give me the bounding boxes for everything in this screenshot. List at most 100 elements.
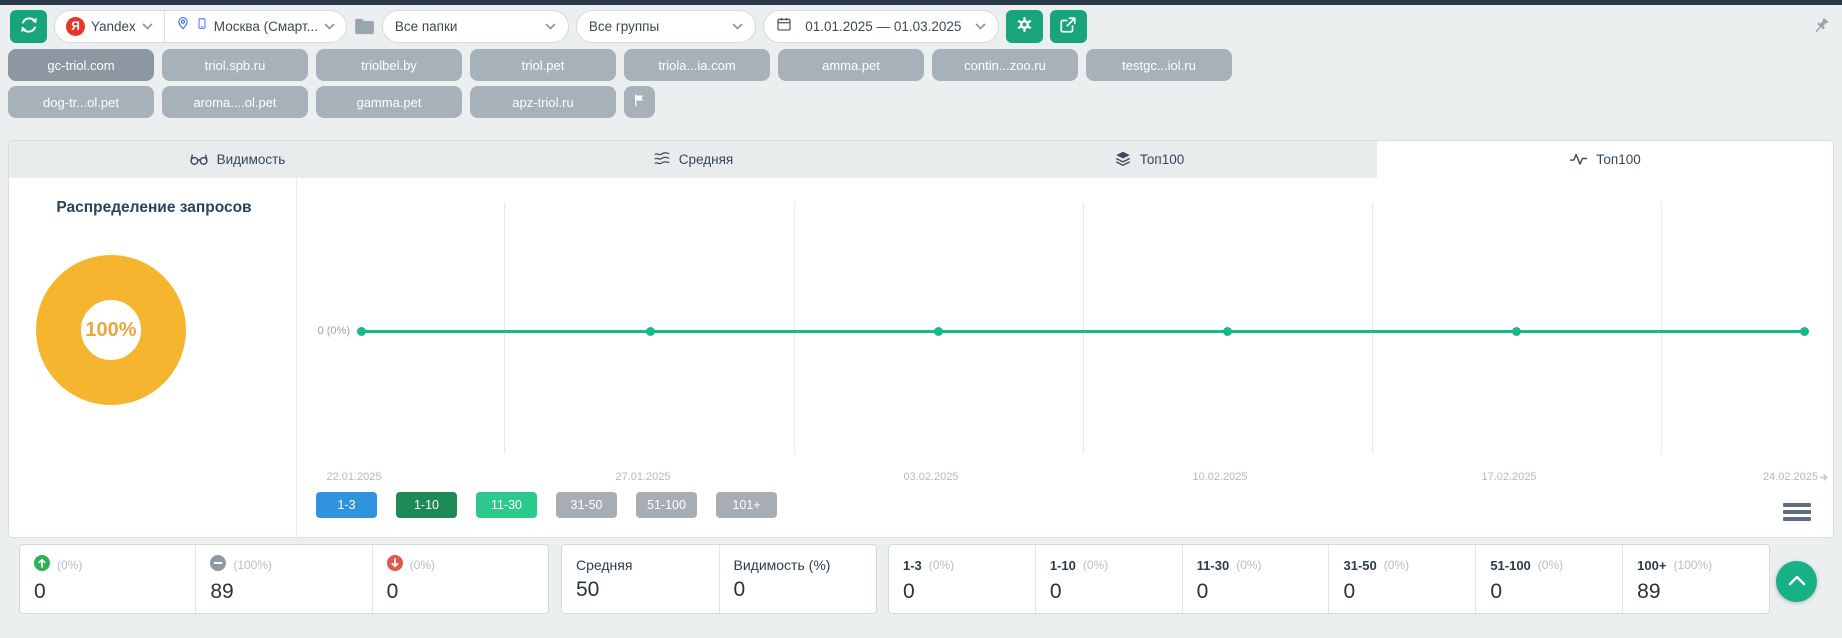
stat-label: 11-30 bbox=[1196, 557, 1230, 573]
stat-value: 0 bbox=[1049, 580, 1062, 603]
divider bbox=[163, 10, 165, 42]
toolbar: Я Yandex Москва (Смарт... Все папки Все … bbox=[10, 9, 1832, 43]
tab-label: Топ100 bbox=[1139, 152, 1185, 167]
stat-value: 0 bbox=[1196, 580, 1209, 603]
groups-select[interactable]: Все группы bbox=[575, 9, 756, 43]
export-button[interactable] bbox=[1049, 9, 1087, 43]
x-axis-label: 17.02.2025 bbox=[1481, 471, 1537, 483]
stat-cell-average: Средняя 50 bbox=[562, 545, 719, 613]
site-tab-testgc-iol-ru[interactable]: testgc...iol.ru bbox=[1086, 49, 1232, 81]
donut-chart-title: Распределение запросов bbox=[56, 199, 252, 216]
stat-cell-visibility: Видимость (%) 0 bbox=[718, 545, 877, 613]
legend-button-1-3[interactable]: 1-3 bbox=[316, 492, 377, 518]
stat-value: 0 bbox=[34, 580, 46, 603]
search-engine-select[interactable]: Я Yandex bbox=[55, 11, 164, 42]
tab-label: Топ100 bbox=[1596, 152, 1641, 167]
minus-circle-icon bbox=[210, 554, 227, 576]
stat-value: 0 bbox=[386, 580, 399, 603]
flag-button[interactable] bbox=[624, 86, 655, 118]
refresh-button[interactable] bbox=[10, 9, 47, 43]
stat-percent: (0%) bbox=[928, 558, 955, 572]
site-tab-dog-tr-ol-pet[interactable]: dog-tr...ol.pet bbox=[8, 86, 154, 118]
stat-cell-1-3: 1-3 (0%) 0 bbox=[889, 545, 1035, 613]
site-tab-triol-spb-ru[interactable]: triol.spb.ru bbox=[162, 49, 308, 81]
legend-button-1-10[interactable]: 1-10 bbox=[396, 492, 457, 518]
stat-label: 51-100 bbox=[1490, 557, 1531, 573]
search-engine-value: Yandex bbox=[91, 18, 136, 34]
stat-value: 0 bbox=[903, 580, 915, 603]
folders-value: Все папки bbox=[394, 18, 458, 34]
stat-value: 50 bbox=[576, 578, 600, 601]
x-axis-label: 24.02.2025 bbox=[1763, 471, 1829, 483]
data-point bbox=[1800, 327, 1809, 336]
site-tab-apz-triol-ru[interactable]: apz-triol.ru bbox=[470, 86, 616, 118]
stat-label: Видимость (%) bbox=[733, 557, 831, 573]
stat-label: 1-3 bbox=[903, 557, 922, 573]
chart-legend: 1-3 1-10 11-30 31-50 51-100 101+ bbox=[316, 492, 777, 518]
chart-menu-button[interactable] bbox=[1783, 503, 1811, 521]
stat-percent: (0%) bbox=[57, 558, 83, 572]
line-chart: 0 (0%) 22.01.2025 27.01.2025 03.02.2025 … bbox=[296, 178, 1833, 537]
legend-button-11-30[interactable]: 11-30 bbox=[476, 492, 537, 518]
chevron-down-icon bbox=[732, 22, 743, 30]
axis-arrow-icon bbox=[1820, 473, 1828, 481]
tab-average[interactable]: Средняя bbox=[465, 141, 921, 178]
site-tab-triolbel-by[interactable]: triolbel.by bbox=[316, 49, 462, 81]
site-tab-triol-pet[interactable]: triol.pet bbox=[470, 49, 616, 81]
data-point bbox=[1223, 327, 1232, 336]
layers-icon bbox=[1114, 150, 1132, 170]
folders-select[interactable]: Все папки bbox=[381, 9, 569, 43]
scroll-top-button[interactable] bbox=[1776, 561, 1817, 602]
tab-top100-chart[interactable]: Топ100 bbox=[1377, 141, 1833, 178]
chevron-down-icon bbox=[975, 22, 986, 30]
site-tab-gc-triol-com[interactable]: gc-triol.com bbox=[8, 49, 154, 81]
stat-cell-51-100: 51-100 (0%) 0 bbox=[1475, 545, 1622, 613]
gear-icon bbox=[1015, 15, 1034, 37]
tab-visibility[interactable]: Видимость bbox=[9, 141, 465, 178]
top-ranges-stats-card: 1-3 (0%) 0 1-10 (0%) 0 11-30 (0%) 0 31-5… bbox=[888, 544, 1770, 614]
stat-percent: (0%) bbox=[1537, 558, 1564, 572]
stat-cell-down: (0%) 0 bbox=[371, 545, 548, 613]
date-range-select[interactable]: 01.01.2025 — 01.03.2025 bbox=[762, 9, 999, 43]
averages-stats-card: Средняя 50 Видимость (%) 0 bbox=[561, 544, 877, 614]
stat-percent: (0%) bbox=[409, 558, 435, 572]
pushpin-icon[interactable] bbox=[1810, 15, 1832, 37]
data-point bbox=[1512, 327, 1521, 336]
stat-label: 31-50 bbox=[1343, 557, 1377, 573]
yandex-icon: Я bbox=[66, 16, 85, 36]
stat-percent: (0%) bbox=[1082, 558, 1109, 572]
stat-value: 0 bbox=[1343, 580, 1356, 603]
data-point bbox=[357, 327, 366, 336]
site-tab-gamma-pet[interactable]: gamma.pet bbox=[316, 86, 462, 118]
tab-top100-layers[interactable]: Топ100 bbox=[921, 141, 1377, 178]
calendar-icon bbox=[776, 16, 792, 37]
legend-button-31-50[interactable]: 31-50 bbox=[556, 492, 617, 518]
stat-cell-11-30: 11-30 (0%) 0 bbox=[1181, 545, 1329, 613]
location-pin-icon bbox=[176, 15, 190, 37]
region-select[interactable]: Москва (Смарт... bbox=[165, 11, 346, 42]
folder-icon bbox=[354, 18, 375, 35]
stat-cell-same: (100%) 89 bbox=[195, 545, 371, 613]
site-tab-triola-ia-com[interactable]: triola...ia.com bbox=[624, 49, 770, 81]
site-tabs-row2: dog-tr...ol.pet aroma....ol.pet gamma.pe… bbox=[8, 86, 655, 118]
stat-label: 100+ bbox=[1637, 557, 1667, 573]
stat-percent: (0%) bbox=[1383, 558, 1410, 572]
site-tab-aroma-ol-pet[interactable]: aroma....ol.pet bbox=[162, 86, 308, 118]
tab-label: Средняя bbox=[678, 152, 734, 167]
site-tab-contin-zoo-ru[interactable]: contin...zoo.ru bbox=[932, 49, 1078, 81]
stat-label: 1-10 bbox=[1049, 557, 1076, 573]
settings-button[interactable] bbox=[1005, 9, 1043, 43]
main-panel: Видимость Средняя Топ100 Топ100 Распреде… bbox=[8, 140, 1834, 538]
chevron-down-icon bbox=[545, 22, 556, 30]
legend-button-101plus[interactable]: 101+ bbox=[716, 492, 777, 518]
chevron-down-icon bbox=[142, 22, 153, 30]
site-tab-amma-pet[interactable]: amma.pet bbox=[778, 49, 924, 81]
gridline bbox=[504, 203, 505, 453]
pulse-icon bbox=[1569, 151, 1588, 169]
donut-chart: 100% bbox=[36, 255, 186, 405]
x-axis-label: 03.02.2025 bbox=[903, 471, 959, 483]
window-top-strip bbox=[0, 0, 1842, 5]
legend-button-51-100[interactable]: 51-100 bbox=[636, 492, 697, 518]
chevron-down-icon bbox=[324, 22, 335, 30]
